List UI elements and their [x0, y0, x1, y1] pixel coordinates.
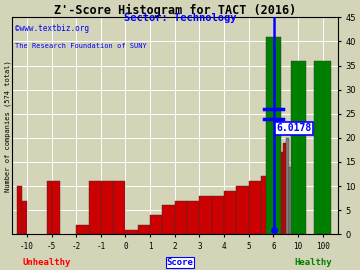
Bar — [126, 230, 138, 234]
Bar — [17, 186, 22, 234]
Bar — [276, 167, 280, 234]
Bar — [283, 143, 286, 234]
Bar — [187, 201, 199, 234]
Bar — [266, 36, 281, 234]
Bar — [274, 172, 276, 234]
Bar — [280, 152, 283, 234]
Bar — [46, 181, 51, 234]
Text: Score: Score — [167, 258, 193, 267]
Title: Z'-Score Histogram for TACT (2016): Z'-Score Histogram for TACT (2016) — [54, 4, 296, 17]
Bar — [292, 172, 295, 234]
Bar — [224, 191, 237, 234]
Bar — [22, 201, 27, 234]
Bar — [113, 181, 126, 234]
Bar — [76, 225, 89, 234]
Bar — [175, 201, 187, 234]
Bar — [212, 196, 224, 234]
Bar — [289, 167, 292, 234]
Text: 6.0178: 6.0178 — [276, 123, 311, 133]
Text: Sector: Technology: Sector: Technology — [124, 13, 236, 23]
Bar — [89, 181, 101, 234]
Bar — [295, 172, 298, 234]
Text: Healthy: Healthy — [294, 258, 332, 267]
Bar — [101, 181, 113, 234]
Text: Unhealthy: Unhealthy — [23, 258, 71, 267]
Bar — [286, 138, 289, 234]
Bar — [314, 61, 332, 234]
Bar — [261, 177, 274, 234]
Bar — [249, 181, 261, 234]
Bar — [199, 196, 212, 234]
Bar — [162, 205, 175, 234]
Bar — [150, 215, 162, 234]
Y-axis label: Number of companies (574 total): Number of companies (574 total) — [4, 60, 11, 192]
Bar — [291, 61, 306, 234]
Bar — [51, 181, 60, 234]
Text: ©www.textbiz.org: ©www.textbiz.org — [15, 24, 89, 33]
Text: The Research Foundation of SUNY: The Research Foundation of SUNY — [15, 43, 147, 49]
Bar — [237, 186, 249, 234]
Bar — [138, 225, 150, 234]
